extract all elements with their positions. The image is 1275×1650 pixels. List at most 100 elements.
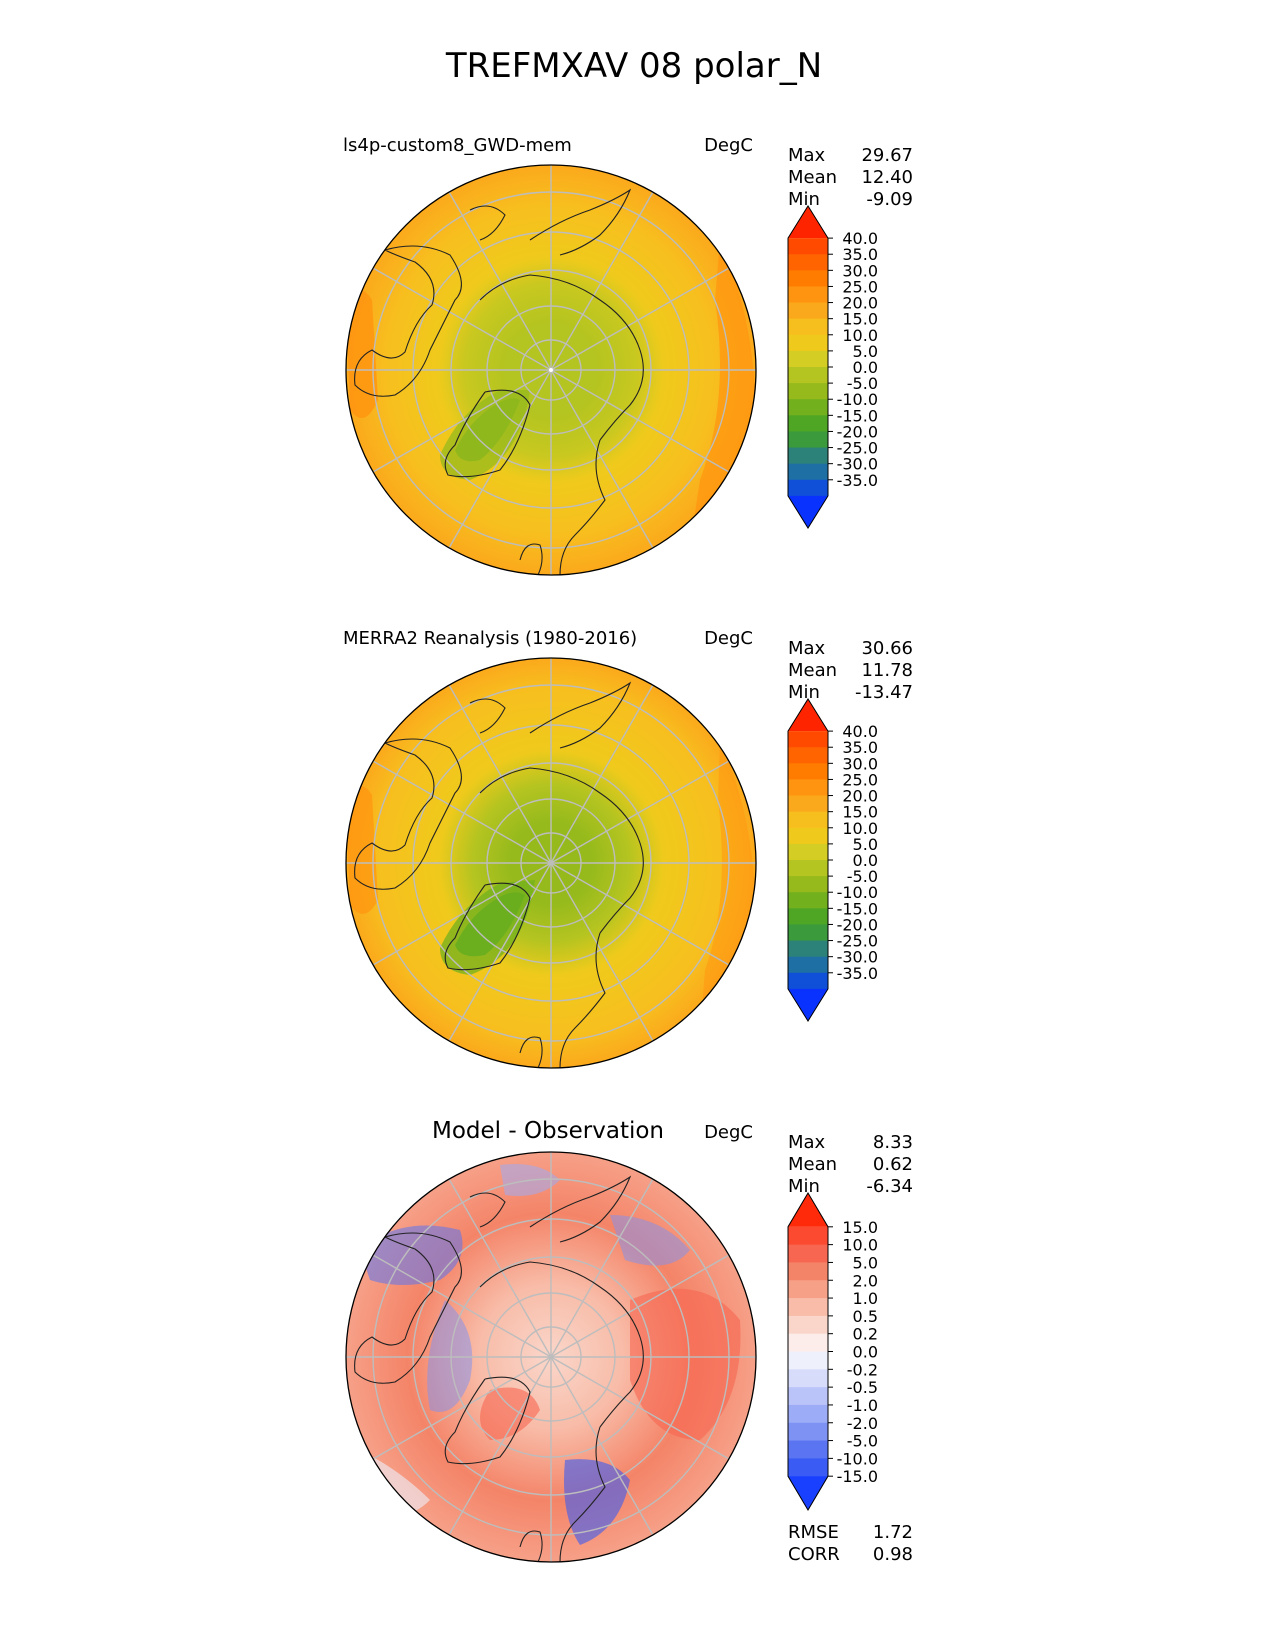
difference-coast-europe [559,1426,606,1562]
difference-meridian-150 [550,1178,654,1358]
difference-graticule [346,1152,756,1562]
observation-coast-alaska [469,698,506,734]
model-colorbar-swatch-10 [788,383,828,400]
difference-meridian-330 [448,1356,552,1536]
difference-meridian-300 [372,1356,552,1460]
difference-colorbar-extend-max [788,1193,828,1227]
observation-colorbar-swatch-15 [788,956,828,974]
observation-colorbar-swatch-13 [788,924,828,942]
observation-colorbar-label-12: -20.0 [837,915,878,934]
model-colorbar-label-10: -10.0 [837,390,878,409]
observation-stat-mean-label: Mean [788,660,837,681]
difference-colorbar-label-10: -1.0 [847,1396,878,1415]
observation-meridian-60 [550,862,730,966]
model-colorbar-swatch-11 [788,399,828,416]
difference-colorbar-label-6: 0.2 [853,1325,878,1344]
model-stat-min-value: -9.09 [866,189,913,210]
model-graticule [346,165,756,575]
observation-colorbar-label-6: 10.0 [842,819,878,838]
observation-coast-africa [519,1036,543,1068]
observation-meridian-330 [448,862,552,1042]
observation-colorbar-swatch-7 [788,827,828,845]
observation-colorbar-swatch-16 [788,972,828,990]
model-field-warm-rim-west [346,290,378,418]
difference-colorbar-label-8: -0.2 [847,1360,878,1379]
observation-colorbar-label-0: 40.0 [842,722,878,741]
observation-colorbar-swatch-8 [788,843,828,861]
model-meridian-150 [550,191,654,371]
difference-field-positive-greenland [480,1387,540,1440]
panel-difference: Model - Observation DegC [345,1118,913,1565]
difference-coastlines [354,1175,644,1562]
difference-colorbar-label-2: 5.0 [853,1253,878,1272]
model-colorbar-label-6: 10.0 [842,326,878,345]
panel-observation: MERRA2 Reanalysis (1980-2016) DegC [343,628,913,1069]
model-meridian-300 [372,369,552,473]
model-meridian-120 [550,267,730,371]
observation-meridian-150 [550,684,654,864]
difference-colorbar-swatch-3 [788,1262,828,1281]
model-stats: Max 29.67 Mean 12.40 Min -9.09 [788,145,913,210]
observation-colorbar-swatch-3 [788,763,828,781]
difference-colorbar-label-11: -2.0 [847,1414,878,1433]
difference-coast-north-america [354,1232,462,1384]
observation-colorbar: 40.035.030.025.020.015.010.05.00.0-5.0-1… [787,698,878,1022]
observation-colorbar-label-10: -10.0 [837,883,878,902]
model-colorbar-label-4: 20.0 [842,294,878,313]
observation-stat-max-value: 30.66 [861,638,913,659]
observation-field-cool-greenland [440,880,535,975]
difference-meridian-30 [550,1356,654,1536]
difference-colorbar-label-13: -10.0 [837,1449,878,1468]
difference-colorbar-swatch-9 [788,1369,828,1388]
difference-stats: Max 8.33 Mean 0.62 Min -6.34 [788,1132,913,1197]
model-colorbar-label-5: 15.0 [842,310,878,329]
model-coast-eurasia-north [479,274,644,441]
difference-stat-rmse-label: RMSE [788,1522,839,1543]
model-stat-min-label: Min [788,189,820,210]
observation-colorbar-label-2: 30.0 [842,754,878,773]
model-meridian-240 [372,267,552,371]
observation-colorbar-label-1: 35.0 [842,738,878,757]
model-colorbar-label-9: -5.0 [847,374,878,393]
model-stat-mean-label: Mean [788,167,837,188]
difference-stat-max-label: Max [788,1132,826,1153]
difference-stat-corr-value: 0.98 [873,1544,913,1565]
model-colorbar-label-12: -20.0 [837,422,878,441]
model-meridian-210 [448,191,552,371]
difference-colorbar-swatch-1 [788,1226,828,1246]
difference-meridian-210 [448,1178,552,1358]
model-colorbar-label-3: 25.0 [842,277,878,296]
observation-meridian-240 [372,760,552,864]
difference-colorbar-swatch-5 [788,1298,828,1317]
observation-colorbar-label-4: 20.0 [842,787,878,806]
observation-colorbar-label-11: -15.0 [837,899,878,918]
model-colorbar-swatch-14 [788,447,828,465]
difference-coast-eurasia-north [479,1261,644,1428]
difference-meridian-240 [372,1254,552,1358]
model-coast-africa [519,543,543,575]
model-colorbar-label-13: -25.0 [837,439,878,458]
observation-meridian-30 [550,862,654,1042]
difference-colorbar-label-7: 0.0 [853,1343,878,1362]
difference-colorbar-label-5: 0.5 [853,1307,878,1326]
observation-meridian-120 [550,760,730,864]
model-colorbar-extend-min [788,495,828,528]
observation-colorbar-label-3: 25.0 [842,770,878,789]
panel-difference-units: DegC [704,1122,753,1143]
difference-colorbar-swatch-6 [788,1315,828,1335]
difference-colorbar-swatch-14 [788,1458,828,1477]
difference-field-negative-siberia [610,1215,690,1266]
difference-stat-min-label: Min [788,1176,820,1197]
observation-colorbar-outline [787,698,829,1022]
observation-meridian-300 [372,862,552,966]
observation-colorbar-swatch-9 [788,860,828,877]
panel-model-title: ls4p-custom8_GWD-mem [343,135,572,156]
model-stat-max-value: 29.67 [861,145,913,166]
model-field-cool-greenland [440,390,530,480]
observation-stat-max-label: Max [788,638,826,659]
model-map-border [345,164,757,576]
model-coast-north-america [354,245,462,397]
model-colorbar-swatch-7 [788,334,828,352]
observation-colorbar-extend-min [788,988,828,1021]
difference-colorbar-label-12: -5.0 [847,1432,878,1451]
